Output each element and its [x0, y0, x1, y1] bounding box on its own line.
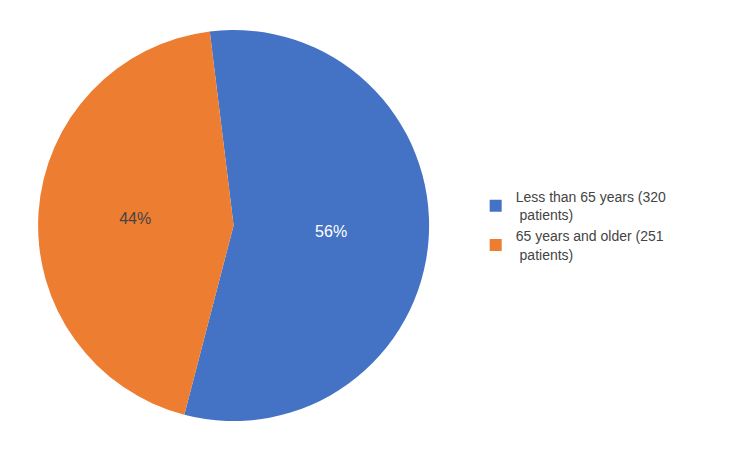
svg-text:Less than 65 years (320 patien: Less than 65 years (320 patients): [516, 189, 666, 223]
svg-text:44%: 44%: [119, 210, 151, 227]
svg-text:56%: 56%: [315, 223, 347, 240]
svg-text:65 years and older (251 patien: 65 years and older (251 patients): [516, 228, 664, 262]
